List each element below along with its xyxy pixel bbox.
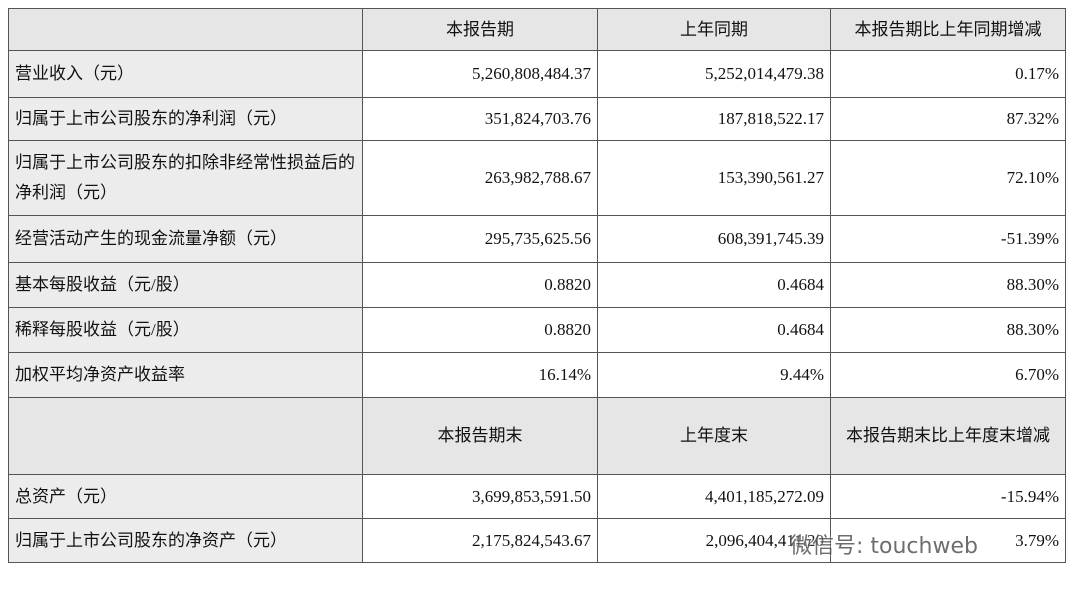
value-cell: 16.14% [362, 352, 598, 398]
data-row: 稀释每股收益（元/股） 0.8820 0.4684 88.30% [8, 307, 1066, 353]
table-body: 本报告期 上年同期 本报告期比上年同期增减 营业收入（元） 5,260,808,484.… [8, 8, 1066, 563]
row-label: 总资产（元） [8, 474, 363, 519]
data-table: 本报告期 上年同期 本报告期比上年同期增减 营业收入（元） 5,260,808,484.… [8, 8, 1066, 563]
value-cell: 0.8820 [362, 307, 598, 353]
watermark: 微信号: touchweb [790, 534, 978, 559]
header-cell: 上年度末 [597, 397, 831, 475]
value-cell: 3,699,853,591.50 [362, 474, 598, 519]
value-cell: 2,175,824,543.67 [362, 518, 598, 563]
header-cell: 本报告期末 [362, 397, 598, 475]
data-row: 总资产（元） 3,699,853,591.50 4,401,185,272.09 -1… [8, 474, 1066, 519]
value-cell: 3.79% [830, 518, 1066, 563]
value-cell: 0.8820 [362, 262, 598, 308]
header-cell: 本报告期末比上年度末增减 [830, 397, 1066, 475]
value-cell: 4,401,185,272.09 [597, 474, 831, 519]
header-cell [8, 8, 363, 51]
value-cell: 5,260,808,484.37 [362, 50, 598, 98]
data-row: 营业收入（元） 5,260,808,484.37 5,252,014,479.38 0… [8, 50, 1066, 98]
data-row: 归属于上市公司股东的净利润（元） 351,824,703.76 187,818,52… [8, 97, 1066, 141]
data-row: 经营活动产生的现金流量净额（元） 295,735,625.56 608,391,74… [8, 215, 1066, 263]
data-row: 归属于上市公司股东的扣除非经常性损益后的净利润（元） 263,982,788.67… [8, 140, 1066, 216]
data-row: 基本每股收益（元/股） 0.8820 0.4684 88.30% [8, 262, 1066, 308]
header-row: 本报告期 上年同期 本报告期比上年同期增减 [8, 8, 1066, 51]
value-cell: -15.94% [830, 474, 1066, 519]
value-cell: 351,824,703.76 [362, 97, 598, 141]
row-label: 归属于上市公司股东的扣除非经常性损益后的净利润（元） [8, 140, 363, 216]
row-label: 稀释每股收益（元/股） [8, 307, 363, 353]
header-cell: 本报告期 [362, 8, 598, 51]
value-cell: 0.17% [830, 50, 1066, 98]
value-cell: 88.30% [830, 262, 1066, 308]
value-cell: 72.10% [830, 140, 1066, 216]
row-label: 基本每股收益（元/股） [8, 262, 363, 308]
row-label: 归属于上市公司股东的净资产（元） [8, 518, 363, 563]
value-cell: 0.4684 [597, 307, 831, 353]
header-row: 本报告期末 上年度末 本报告期末比上年度末增减 [8, 397, 1066, 475]
row-label: 归属于上市公司股东的净利润（元） [8, 97, 363, 141]
row-label: 经营活动产生的现金流量净额（元） [8, 215, 363, 263]
value-cell: 153,390,561.27 [597, 140, 831, 216]
value-cell: 0.4684 [597, 262, 831, 308]
value-cell: -51.39% [830, 215, 1066, 263]
value-cell: 5,252,014,479.38 [597, 50, 831, 98]
value-cell: 6.70% [830, 352, 1066, 398]
value-cell: 295,735,625.56 [362, 215, 598, 263]
value-cell: 608,391,745.39 [597, 215, 831, 263]
header-cell: 本报告期比上年同期增减 [830, 8, 1066, 51]
data-row: 归属于上市公司股东的净资产（元） 2,175,824,543.67 2,096,40… [8, 518, 1066, 563]
header-cell [8, 397, 363, 475]
value-cell: 263,982,788.67 [362, 140, 598, 216]
value-cell: 87.32% [830, 97, 1066, 141]
value-cell: 88.30% [830, 307, 1066, 353]
value-cell: 9.44% [597, 352, 831, 398]
data-row: 加权平均净资产收益率 16.14% 9.44% 6.70% [8, 352, 1066, 398]
value-cell: 2,096,404,411.20 [597, 518, 831, 563]
header-cell: 上年同期 [597, 8, 831, 51]
row-label: 加权平均净资产收益率 [8, 352, 363, 398]
value-cell: 187,818,522.17 [597, 97, 831, 141]
row-label: 营业收入（元） [8, 50, 363, 98]
